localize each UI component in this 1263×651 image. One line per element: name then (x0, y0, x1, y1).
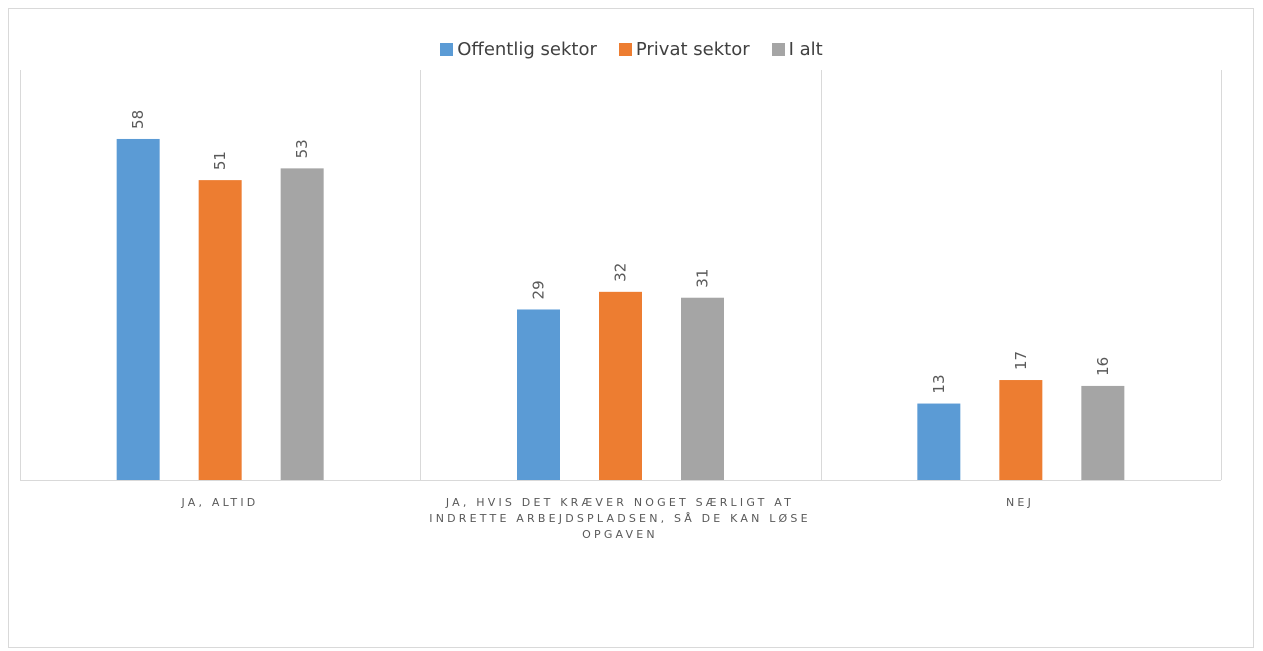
bar-0-2 (280, 168, 324, 481)
bar-2-2 (1081, 385, 1125, 480)
legend-swatch-offentlig (440, 42, 454, 56)
legend: Offentlig sektor Privat sektor I alt (0, 36, 1263, 62)
legend-label-privat: Privat sektor (635, 38, 750, 60)
bar-0-0 (116, 138, 160, 480)
category-label-1: JA, HVIS DET KRÆVER NOGET SÆRLIGT AT IND… (429, 496, 811, 541)
bar-1-0 (517, 309, 560, 480)
data-label-2-2: 16 (1094, 357, 1112, 376)
legend-item-ialt: I alt (771, 38, 823, 60)
bar-0-1 (198, 180, 242, 480)
bar-1-2 (681, 297, 724, 480)
category-label-0: JA, ALTID (181, 496, 259, 509)
bar-1-1 (599, 291, 642, 480)
data-label-1-2: 31 (694, 269, 712, 288)
bar-2-1 (999, 380, 1043, 480)
data-label-1-1: 32 (612, 263, 630, 282)
data-label-0-1: 51 (211, 151, 229, 170)
data-label-1-0: 29 (530, 280, 548, 299)
data-label-2-0: 13 (930, 374, 948, 393)
legend-swatch-privat (618, 42, 632, 56)
legend-item-privat: Privat sektor (618, 38, 750, 60)
data-label-2-1: 17 (1012, 351, 1030, 370)
category-label-2: NEJ (1005, 496, 1035, 509)
legend-item-offentlig: Offentlig sektor (440, 39, 597, 60)
data-label-0-2: 53 (293, 139, 311, 158)
bar-2-0 (917, 403, 961, 480)
legend-label-ialt: I alt (788, 38, 823, 60)
legend-label-offentlig: Offentlig sektor (457, 38, 597, 60)
legend-swatch-ialt (771, 42, 785, 56)
data-label-0-0: 58 (129, 110, 147, 129)
